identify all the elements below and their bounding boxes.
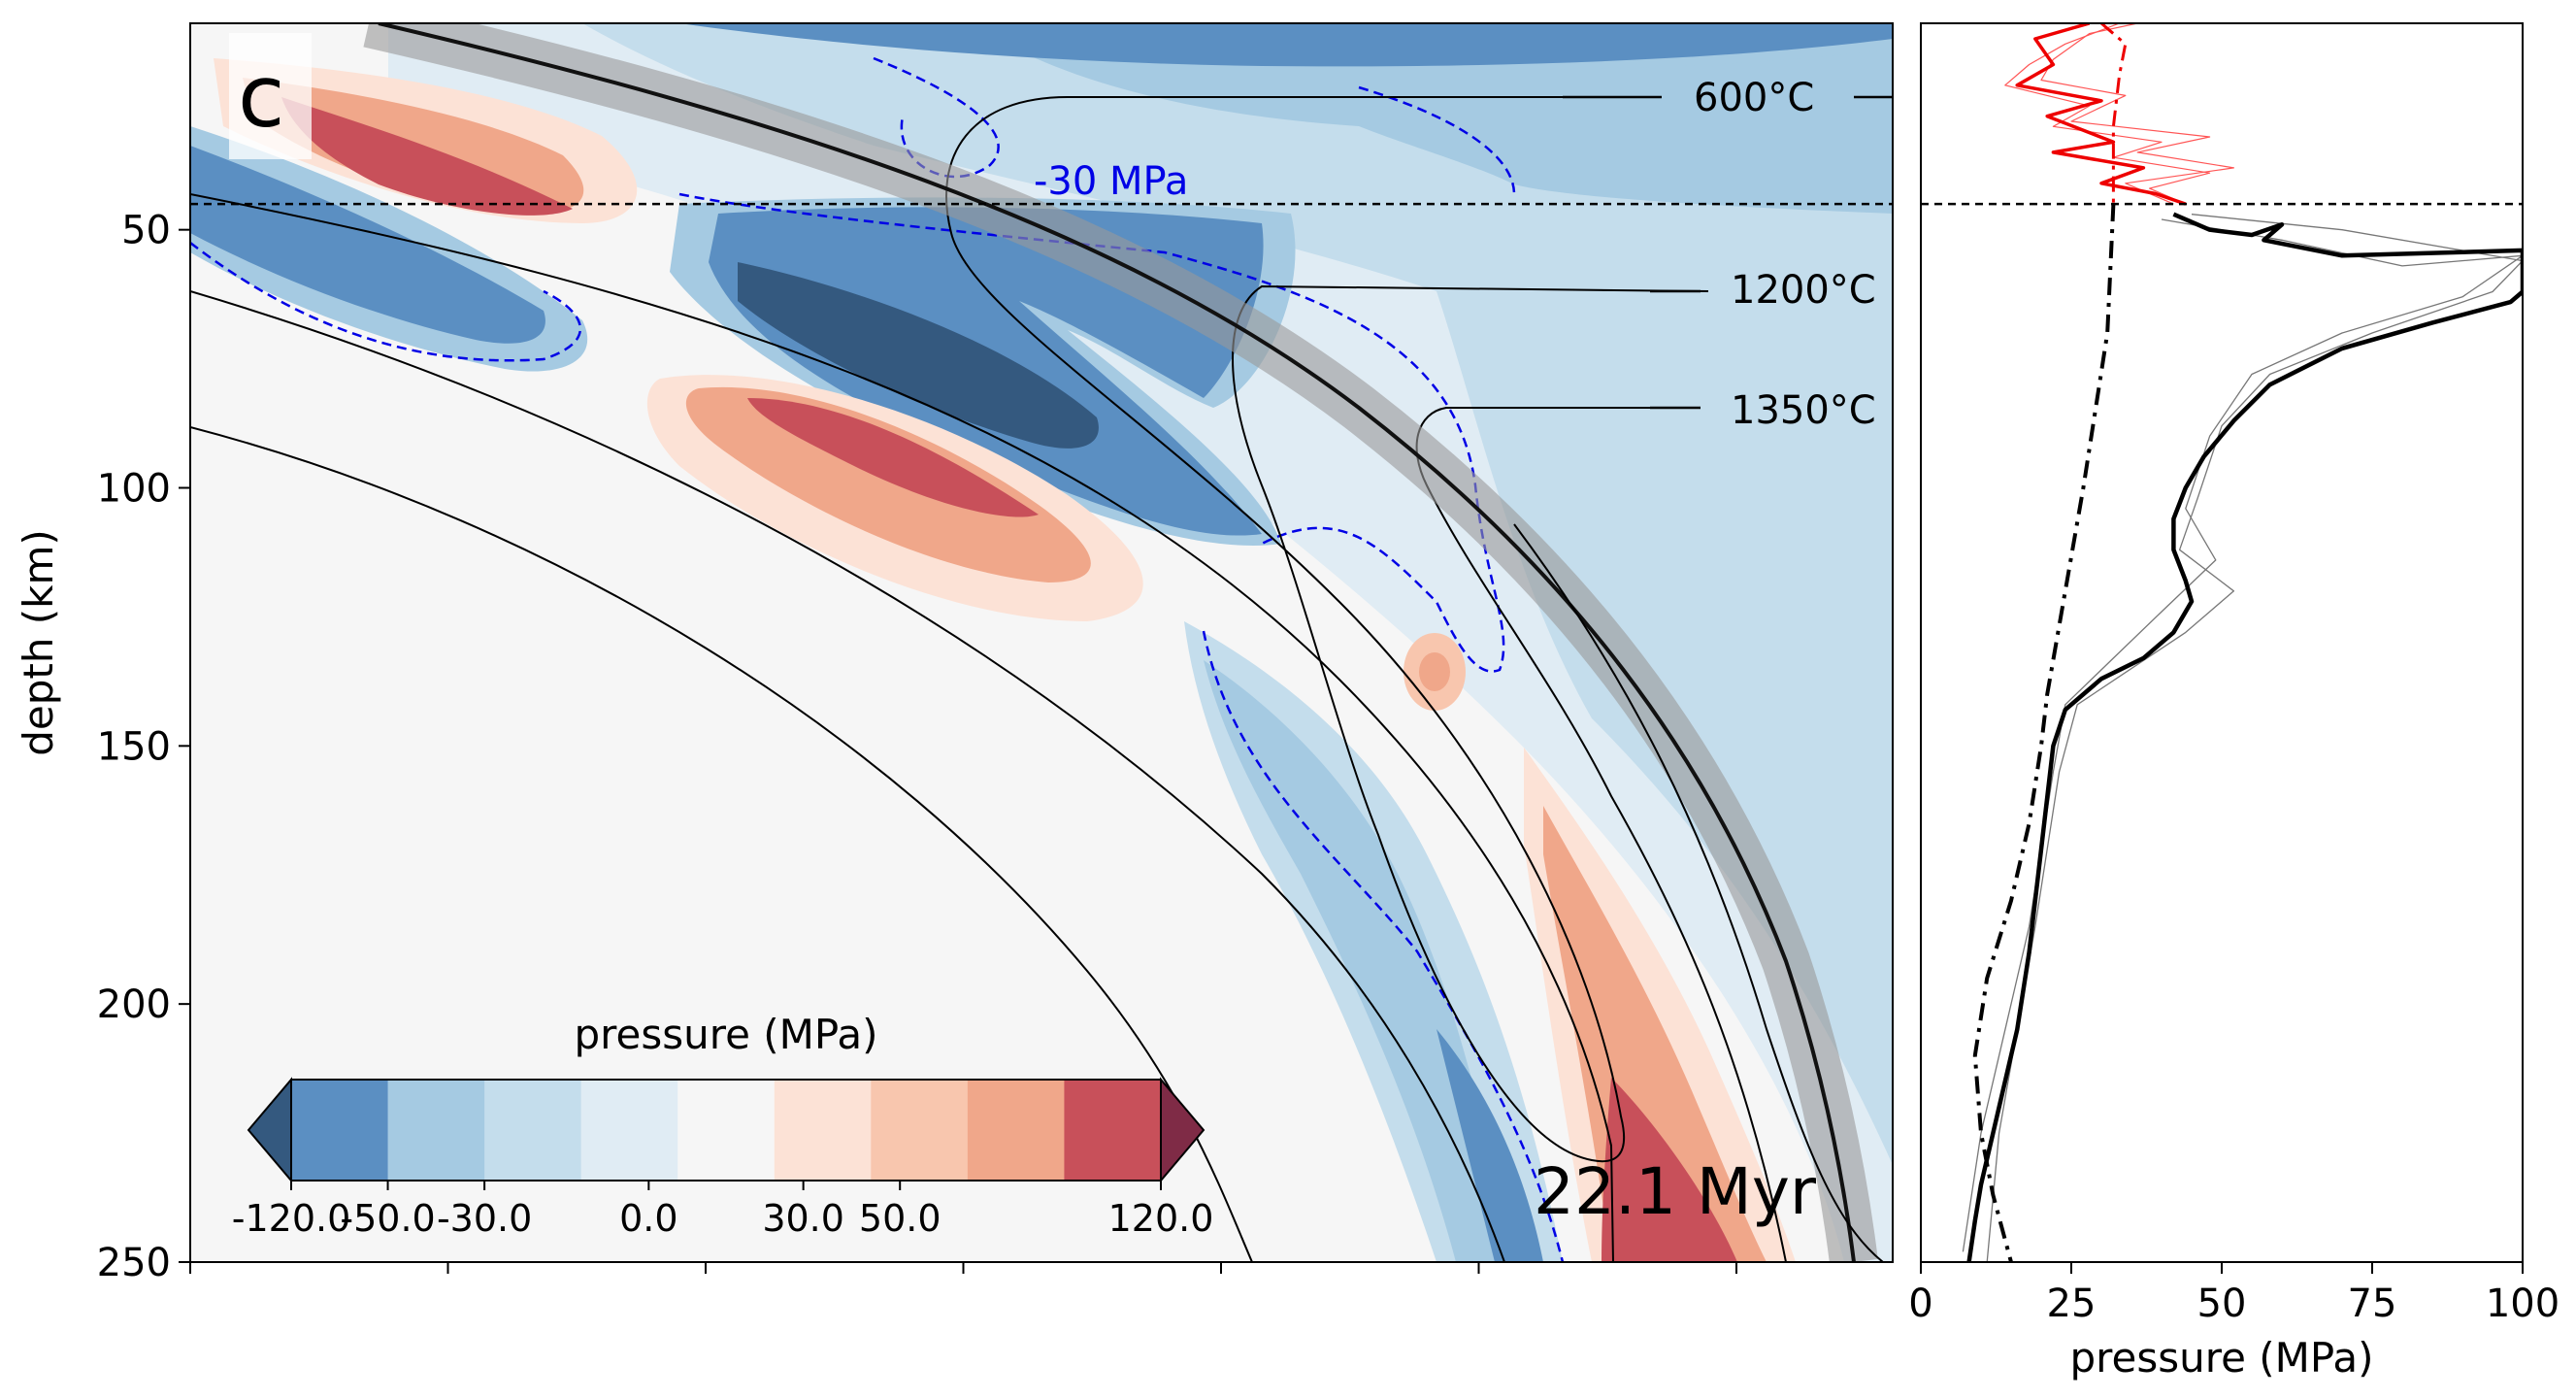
colorbar-cell xyxy=(580,1080,678,1181)
profile-series-black-bold xyxy=(1966,212,2523,1262)
colorbar-cells xyxy=(247,1077,1205,1183)
pressure-field: c -30 MPa 22.1 Myr xyxy=(190,23,1893,1262)
field-lobe-red-b-core xyxy=(747,398,1039,517)
field-lobe-red-c xyxy=(1524,748,1796,1262)
y-tick-label: 100 xyxy=(97,467,171,512)
colorbar-tick-label: 120.0 xyxy=(1108,1197,1214,1240)
field-lobe-red-c-core xyxy=(1602,1078,1737,1262)
profile-x-axis: 0 25 50 75 100 xyxy=(1908,1262,2559,1326)
colorbar-cell xyxy=(774,1080,872,1181)
time-label: 22.1 Myr xyxy=(1534,1154,1817,1229)
field-lobe-red-a-core xyxy=(281,97,573,216)
field-lobe-red-b-mid xyxy=(685,386,1091,582)
left-frame xyxy=(189,22,1894,1263)
colorbar-cell xyxy=(387,1080,485,1181)
profile-series xyxy=(1962,23,2523,1262)
profile-series-red-thin xyxy=(2004,23,2211,205)
contour-label: -30 MPa xyxy=(1034,159,1188,204)
colorbar-cell xyxy=(1064,1080,1162,1181)
panel-label: c xyxy=(238,47,284,147)
isotherm-1200-600 xyxy=(945,96,1709,1163)
field-lobe-blue-c-mid xyxy=(1204,660,1514,1262)
isotherm-line-a xyxy=(190,290,1505,1262)
isotherm-line-c xyxy=(190,193,1614,1262)
profile-series-red-thin xyxy=(2040,23,2234,205)
pressure-profile-panel: 0 25 50 75 100 pressure (MPa) xyxy=(1908,22,2559,1381)
colorbar-cell xyxy=(871,1080,969,1181)
field-band-blue-2 xyxy=(971,23,1893,214)
x-axis-title: pressure (MPa) xyxy=(2070,1334,2374,1381)
field-lobe-blue-a-core xyxy=(190,146,545,344)
colorbar-frame xyxy=(290,1079,1162,1182)
profile-x-tick-label: 0 xyxy=(1908,1282,1932,1326)
isotherm-1350-label: 1350°C xyxy=(1731,388,1876,433)
isotherm-1200-label: 1200°C xyxy=(1731,268,1876,313)
colorbar-tick-label: -120.0 xyxy=(232,1197,351,1240)
colorbar-tick-label: 30.0 xyxy=(762,1197,844,1240)
profile-x-tick-label: 25 xyxy=(2047,1282,2097,1326)
colorbar-title: pressure (MPa) xyxy=(575,1011,878,1058)
isotherm-600-label: 600°C xyxy=(1694,76,1814,120)
pressure-field-panel: c -30 MPa 22.1 Myr 600°C 1200°C 1350°C 5… xyxy=(15,22,1894,1285)
field-lobe-blue-b-core xyxy=(738,262,1099,449)
profile-series-gray-thin xyxy=(1962,218,2523,1252)
colorbar-cell xyxy=(967,1080,1065,1181)
field-band-blue-top-dark xyxy=(679,23,1893,67)
colorbar-cell xyxy=(291,1080,389,1181)
left-x-axis xyxy=(189,1262,1737,1274)
field-lobe-red-c-mid xyxy=(1543,806,1767,1262)
field-band-blue-1 xyxy=(582,23,1893,1165)
slab-surface-line-thin xyxy=(1513,523,1884,1262)
profile-series-gray-thin xyxy=(1986,214,2523,1262)
colorbar-tick-label: 50.0 xyxy=(859,1197,941,1240)
profile-x-tick-label: 75 xyxy=(2348,1282,2397,1326)
field-slab-interior xyxy=(190,301,1359,1262)
profile-background xyxy=(1921,23,2523,1262)
colorbar-cell xyxy=(677,1080,776,1181)
colorbar-tick-label: 0.0 xyxy=(619,1197,677,1240)
colorbar-tick-label: -50.0 xyxy=(340,1197,435,1240)
y-tick-label: 200 xyxy=(97,982,171,1027)
field-lobe-blue-c-core xyxy=(1437,1029,1543,1262)
colorbar: pressure (MPa) -120.0-50.0 -30.0 0.0 30.0 50… xyxy=(232,1011,1214,1240)
colorbar-cell xyxy=(484,1080,582,1181)
y-axis-title: depth (km) xyxy=(15,529,62,756)
profile-x-tick-label: 100 xyxy=(2486,1282,2559,1326)
profile-x-tick-label: 50 xyxy=(2197,1282,2247,1326)
colorbar-tick-label: -30.0 xyxy=(437,1197,532,1240)
y-tick-label: 250 xyxy=(97,1241,171,1285)
profile-series-red-bold xyxy=(2015,23,2187,206)
panel-label-box xyxy=(229,33,312,159)
y-tick-label: 150 xyxy=(97,724,171,769)
field-spot-red-core xyxy=(1419,652,1450,691)
left-y-axis: 50 100 150 200 250 xyxy=(97,209,190,1285)
slab-surface-line xyxy=(378,23,1856,1262)
colorbar-ticks: -120.0-50.0 -30.0 0.0 30.0 50.0 120.0 xyxy=(232,1181,1214,1240)
profile-series-red-dashdot xyxy=(2100,23,2128,205)
y-tick-label: 50 xyxy=(121,209,171,253)
profile-series-black-dashdot xyxy=(1972,204,2116,1262)
isotherm-line-b xyxy=(190,426,1253,1262)
